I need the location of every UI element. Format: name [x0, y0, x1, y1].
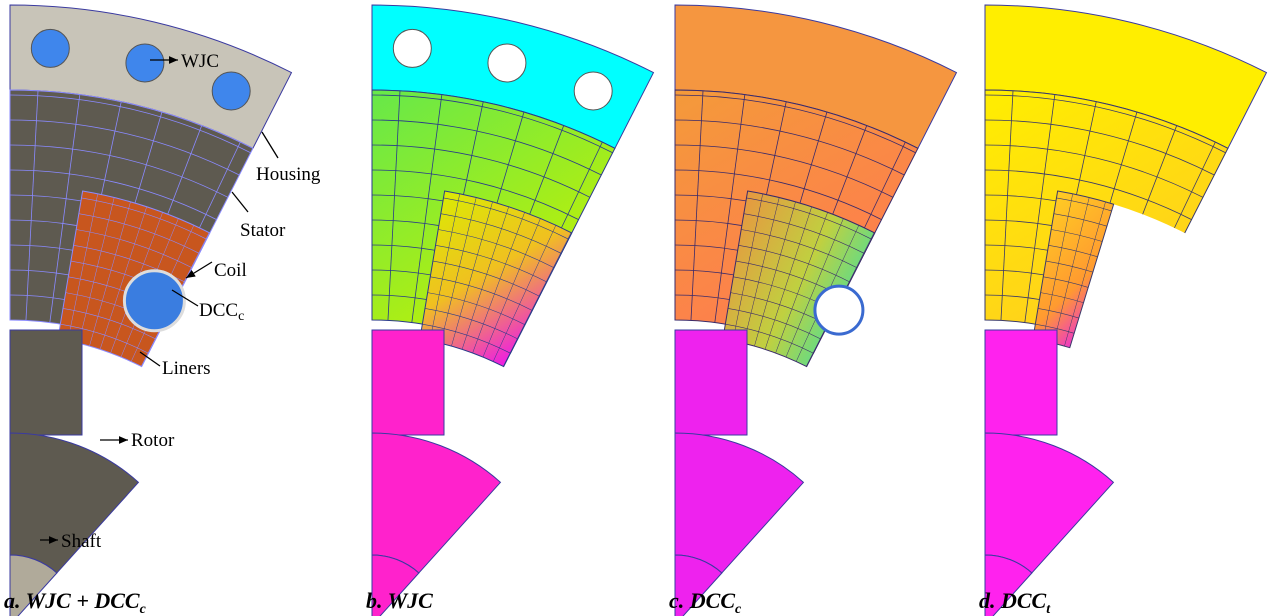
caption: a. WJC + DCCc [4, 588, 147, 616]
label-stator: Stator [240, 220, 286, 241]
caption-text: c. DCC [669, 588, 735, 613]
label-text: Liners [162, 358, 211, 379]
label-text: Rotor [131, 430, 175, 451]
label-wjc: WJC [181, 51, 219, 72]
panel [10, 5, 291, 616]
label-text: Housing [256, 164, 321, 185]
label-dcc: DCCc [199, 300, 244, 324]
caption: c. DCCc [669, 588, 742, 616]
figure: WJC Housing Stator Coil DCCc Liners Roto… [0, 0, 1271, 616]
water-jacket-channel [574, 72, 612, 110]
panel [985, 5, 1266, 616]
water-jacket-channel [212, 72, 250, 110]
label-text: WJC [181, 51, 219, 72]
caption-text: b. WJC [366, 588, 433, 613]
label-shaft: Shaft [61, 531, 102, 552]
rotor [675, 433, 803, 573]
rotor-bar [372, 330, 444, 435]
direct-coil-cooling [124, 271, 184, 331]
rotor-bar [675, 330, 747, 435]
label-housing: Housing [256, 164, 321, 185]
panel [372, 5, 653, 616]
caption: d. DCCt [979, 588, 1051, 616]
label-rotor: Rotor [131, 430, 175, 451]
rotor-bar [985, 330, 1057, 435]
label-text: DCC [199, 300, 238, 321]
panel [675, 5, 956, 616]
caption-sub: c [140, 602, 147, 616]
caption-sub: t [1046, 602, 1051, 616]
caption-text: a. WJC + DCC [4, 588, 140, 613]
rotor [372, 433, 500, 573]
water-jacket-channel [488, 44, 526, 82]
rotor-bar [10, 330, 82, 435]
label-text: Coil [214, 260, 247, 281]
label-sub: c [238, 309, 244, 324]
water-jacket-channel [31, 29, 69, 67]
label-coil: Coil [214, 260, 247, 281]
caption-sub: c [735, 602, 742, 616]
notch [815, 286, 863, 334]
water-jacket-channel [393, 29, 431, 67]
rotor [985, 433, 1113, 573]
caption: b. WJC [366, 588, 433, 613]
label-text: Shaft [61, 531, 102, 552]
leader [262, 132, 278, 158]
leader [232, 192, 248, 212]
water-jacket-channel [126, 44, 164, 82]
label-liners: Liners [162, 358, 211, 379]
label-text: Stator [240, 220, 286, 241]
caption-text: d. DCC [979, 588, 1047, 613]
